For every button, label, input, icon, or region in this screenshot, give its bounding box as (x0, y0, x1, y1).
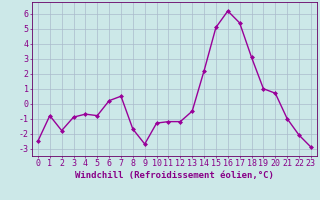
X-axis label: Windchill (Refroidissement éolien,°C): Windchill (Refroidissement éolien,°C) (75, 171, 274, 180)
